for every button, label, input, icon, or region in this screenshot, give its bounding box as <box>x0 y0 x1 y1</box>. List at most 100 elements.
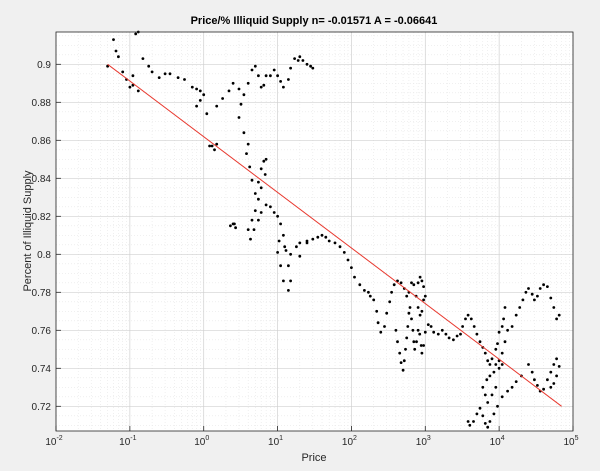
data-point <box>411 328 415 332</box>
data-point <box>379 330 383 334</box>
data-point <box>183 78 186 81</box>
data-point <box>249 237 252 241</box>
x-tick-label: 103 <box>416 435 431 448</box>
data-point <box>483 422 487 425</box>
data-point <box>210 144 214 148</box>
data-point <box>163 72 167 76</box>
data-point <box>408 306 412 309</box>
data-point <box>287 264 290 268</box>
data-point <box>418 275 422 279</box>
data-point <box>472 420 475 423</box>
data-point <box>114 49 118 53</box>
data-point <box>420 279 424 283</box>
data-point <box>311 237 315 241</box>
x-tick-label: 104 <box>490 435 505 448</box>
data-point <box>478 406 482 410</box>
data-point <box>422 298 425 302</box>
data-point <box>404 347 407 351</box>
data-point <box>276 214 279 218</box>
data-point <box>538 287 542 290</box>
data-point <box>444 332 448 336</box>
data-point <box>293 57 296 60</box>
data-point <box>195 104 199 108</box>
data-point <box>283 245 287 249</box>
data-point <box>407 311 411 315</box>
data-point <box>413 347 417 351</box>
data-point <box>284 249 288 252</box>
data-point <box>488 363 492 366</box>
data-point <box>215 142 219 146</box>
data-point <box>502 317 505 321</box>
y-tick-label: 0.84 <box>32 174 52 185</box>
data-point <box>466 420 470 423</box>
data-point <box>423 330 427 334</box>
data-point <box>455 334 459 338</box>
data-point <box>481 414 485 418</box>
data-point <box>215 104 219 108</box>
x-axis-label: Price <box>301 452 326 464</box>
scatter-series <box>106 30 561 429</box>
data-point <box>282 233 285 237</box>
data-point <box>353 275 356 279</box>
data-point <box>252 228 256 232</box>
data-point <box>237 87 241 91</box>
data-point <box>333 241 337 245</box>
data-point <box>198 99 202 102</box>
x-axis-ticks: 10-2 10-1 100 101 102 103 104 105 <box>45 426 579 448</box>
data-point <box>246 228 250 232</box>
data-point <box>259 85 263 89</box>
data-point <box>492 412 496 416</box>
data-point <box>546 378 549 382</box>
data-point <box>233 222 236 226</box>
data-point <box>557 365 561 368</box>
data-point <box>289 279 292 283</box>
data-point <box>205 112 209 116</box>
data-point <box>195 87 199 91</box>
data-point <box>419 344 423 347</box>
data-point <box>483 351 487 355</box>
data-point <box>475 412 479 416</box>
data-point <box>497 366 501 370</box>
data-point <box>524 290 528 294</box>
fit-line <box>107 63 562 407</box>
data-point <box>466 313 470 317</box>
data-point <box>503 340 507 344</box>
data-point <box>527 287 530 290</box>
data-point <box>276 251 279 254</box>
data-point <box>221 97 225 100</box>
data-point <box>131 74 135 78</box>
data-point <box>542 283 545 287</box>
x-tick-label: 100 <box>194 435 209 448</box>
data-point <box>324 235 328 239</box>
data-point <box>358 283 362 287</box>
data-point <box>279 264 282 268</box>
data-point <box>150 70 154 74</box>
data-point <box>483 393 487 397</box>
data-point <box>309 64 312 68</box>
data-point <box>208 144 212 148</box>
data-point <box>418 332 422 336</box>
data-point <box>213 148 216 152</box>
y-axis-ticks: 0.72 0.74 0.76 0.78 0.8 0.82 0.84 0.86 0.88 0.9 <box>32 60 61 413</box>
data-point <box>276 74 279 78</box>
data-point <box>557 313 561 317</box>
data-point <box>426 323 430 326</box>
data-point <box>486 359 490 363</box>
data-point <box>245 152 248 156</box>
data-point <box>385 311 389 315</box>
data-point <box>269 74 272 78</box>
data-point <box>555 374 558 378</box>
data-point <box>392 283 396 287</box>
data-point <box>248 165 252 169</box>
data-point <box>147 64 151 68</box>
data-point <box>272 211 276 214</box>
y-tick-label: 0.72 <box>32 402 52 413</box>
data-point <box>412 340 416 344</box>
data-point <box>287 78 290 81</box>
data-point <box>500 395 504 399</box>
data-point <box>394 328 398 332</box>
data-point <box>368 294 372 298</box>
data-point <box>375 309 379 313</box>
data-point <box>399 281 403 285</box>
data-point <box>367 290 370 294</box>
